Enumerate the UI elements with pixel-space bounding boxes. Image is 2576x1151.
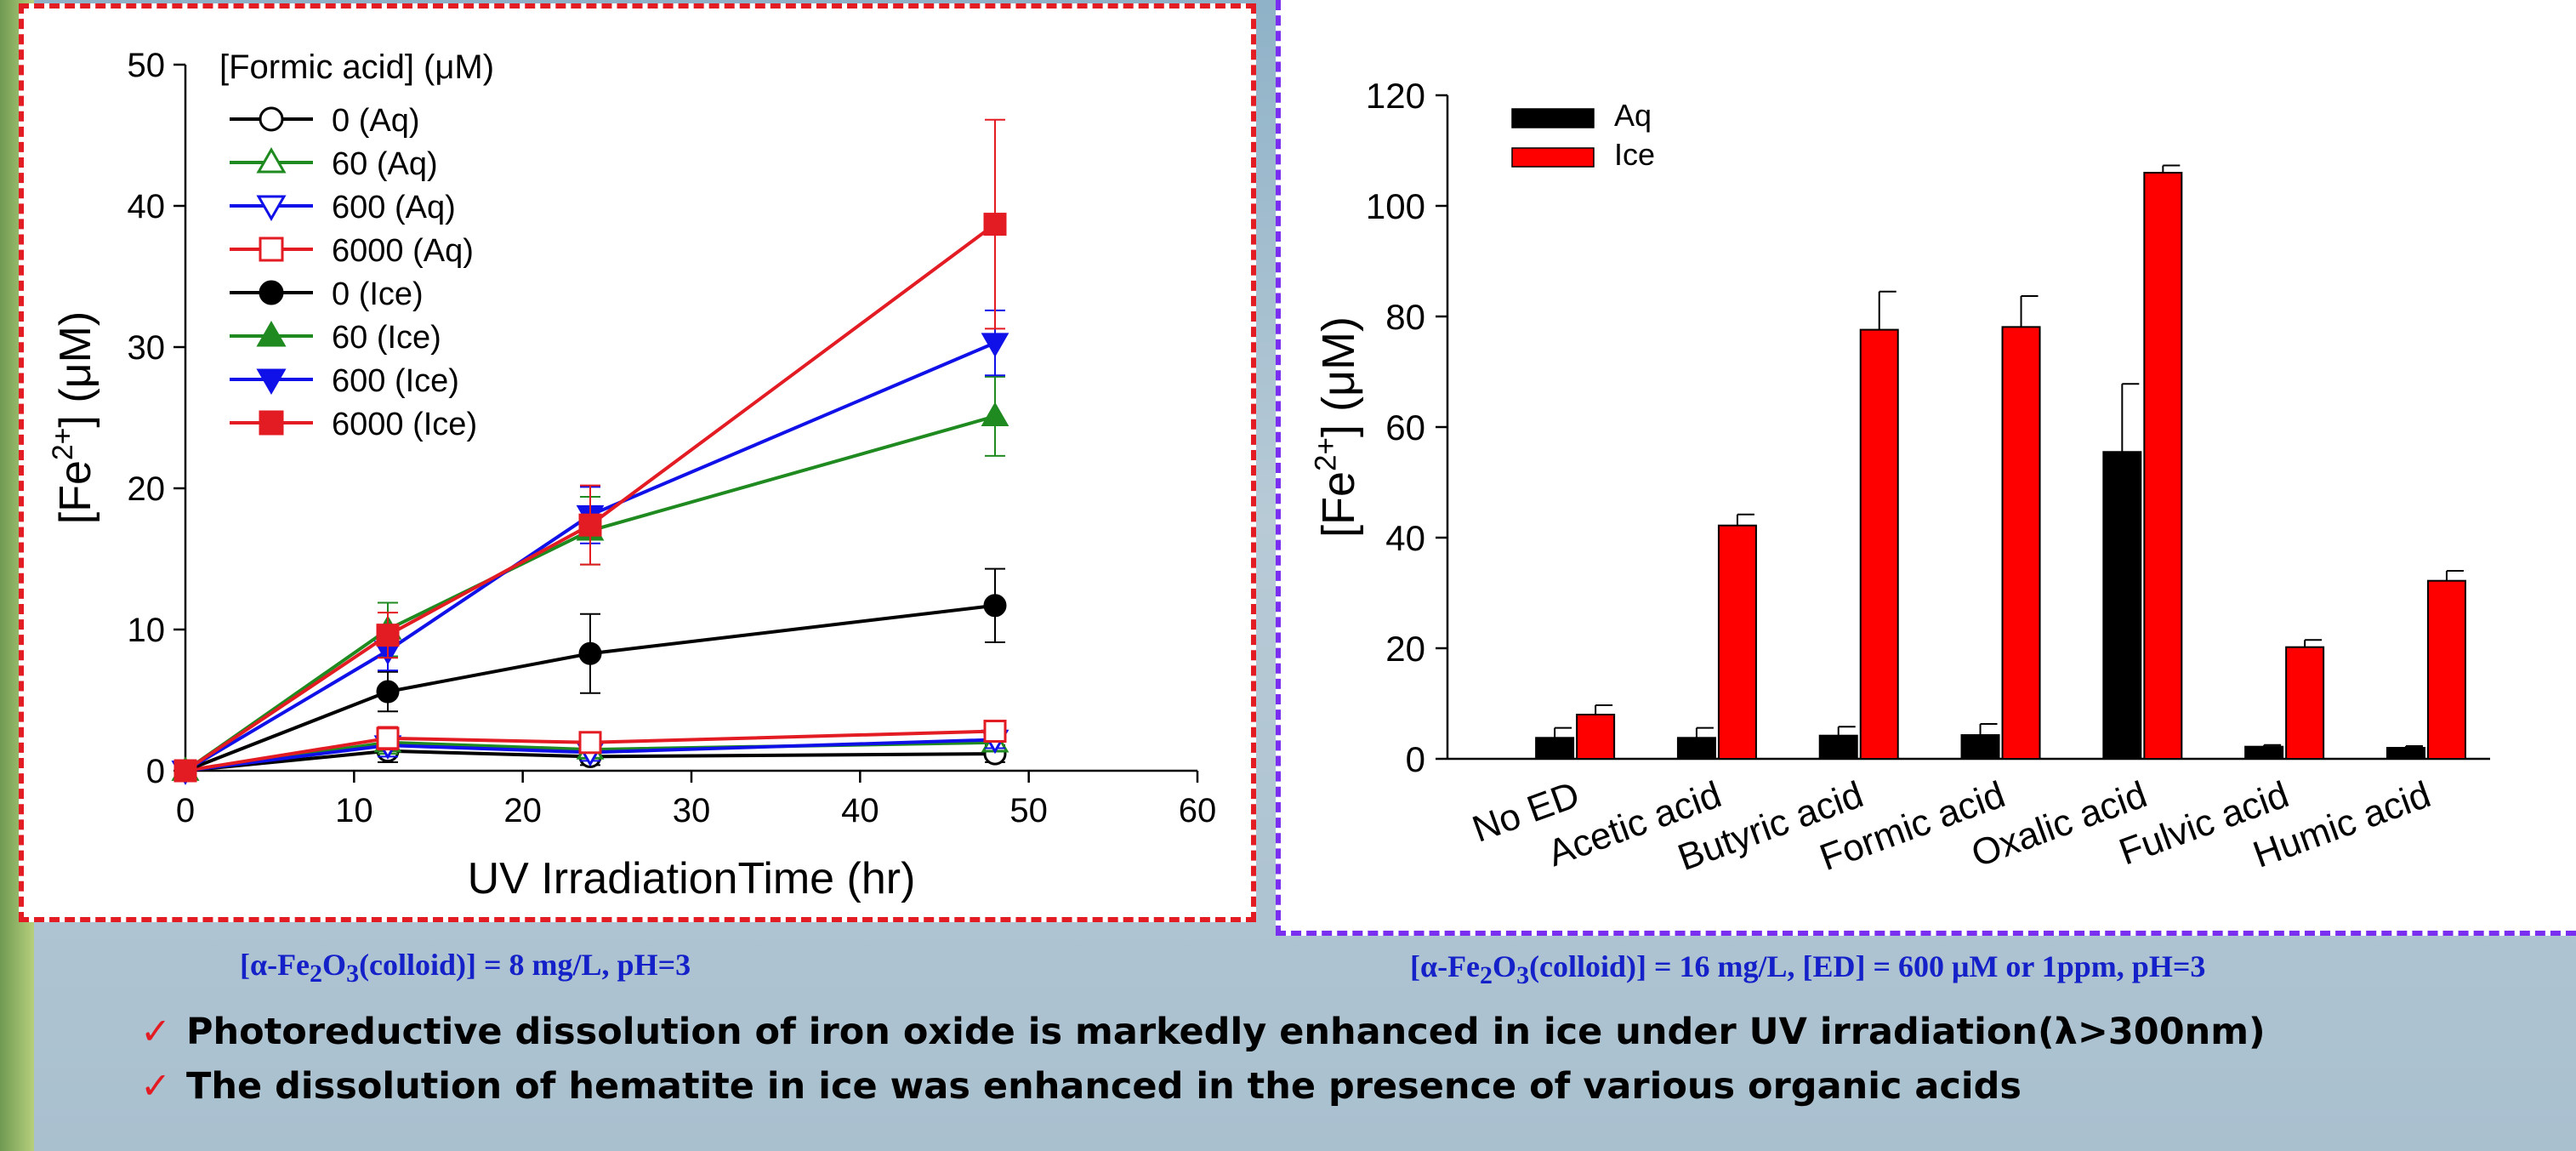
legend-marker — [256, 147, 287, 174]
series-line — [184, 222, 997, 772]
right-caption: [α-Fe2O3(colloid)] = 16 mg/L, [ED] = 600… — [1410, 949, 2206, 990]
legend-marker — [259, 410, 284, 436]
axes: 0 20 40 60 80 100 120 [Fe2+] (μM) — [1309, 76, 2490, 779]
bullet-2: ✓ The dissolution of hematite in ice was … — [140, 1065, 2022, 1108]
x-tick-label: 30 — [673, 792, 711, 829]
legend-label: 600 (Aq) — [332, 190, 456, 225]
data-point — [578, 731, 602, 755]
legend-label: 600 (Ice) — [332, 363, 459, 399]
legend-marker — [256, 368, 287, 395]
bar-ice — [2143, 172, 2183, 760]
series-line — [185, 603, 996, 772]
bar-ice — [2285, 646, 2325, 761]
series-6000-aq- — [173, 720, 1007, 783]
y-tick-label: 20 — [128, 470, 166, 508]
category-humic-acid: Humic acid — [2248, 570, 2466, 876]
data-point — [981, 333, 1009, 357]
bullet-1: ✓ Photoreductive dissolution of iron oxid… — [140, 1011, 2266, 1053]
data-point — [981, 402, 1009, 427]
y-tick-label: 0 — [1406, 739, 1425, 779]
y-tick-label: 40 — [128, 188, 166, 225]
y-axis-label: [Fe2+] (μM) — [47, 311, 100, 525]
data-point — [376, 624, 400, 647]
x-tick-label: 40 — [841, 792, 879, 829]
legend-label: 0 (Ice) — [332, 276, 424, 312]
series-6000-ice- — [173, 118, 1007, 783]
series-60-ice- — [171, 375, 1009, 781]
legend-marker — [259, 236, 284, 262]
bar-aq — [2102, 451, 2142, 760]
data-point — [578, 513, 602, 537]
bar-aq — [2386, 747, 2425, 760]
bar-ice — [1717, 524, 1757, 760]
y-tick-label: 60 — [1385, 407, 1425, 447]
bullet-text: The dissolution of hematite in ice was e… — [186, 1065, 2022, 1108]
bar-aq — [1960, 734, 2000, 760]
bullet-text: Photoreductive dissolution of iron oxide… — [186, 1011, 2266, 1053]
y-axis-label: [Fe2+] (μM) — [1309, 316, 1364, 538]
legend-marker — [256, 321, 287, 347]
legend-label: 60 (Ice) — [332, 320, 441, 356]
series-line — [185, 738, 996, 772]
x-tick-label: 50 — [1009, 792, 1048, 829]
legend-label: Ice — [1614, 137, 1655, 172]
legend-label: 6000 (Ice) — [332, 407, 477, 442]
legend-marker — [256, 195, 287, 221]
bar-ice — [2001, 326, 2041, 760]
bar-aq — [2244, 745, 2284, 761]
data-point — [578, 641, 602, 665]
data-point — [173, 759, 197, 783]
x-axis-label: UV IrradiationTime (hr) — [468, 854, 916, 903]
series-line — [185, 729, 996, 772]
legend-swatch — [1511, 147, 1595, 168]
y-tick-label: 50 — [128, 47, 166, 84]
right-chart-panel: 0 20 40 60 80 100 120 [Fe2+] (μM) No ED Acetic ac… — [1276, 0, 2576, 936]
legend-label: 6000 (Aq) — [332, 233, 474, 269]
left-caption: [α-Fe2O3(colloid)] = 8 mg/L, pH=3 — [240, 948, 691, 989]
category-oxalic-acid: Oxalic acid — [1966, 164, 2183, 875]
y-tick-label: 30 — [128, 329, 166, 367]
data-point — [983, 213, 1007, 236]
series-line — [185, 749, 996, 772]
data-point — [376, 680, 400, 704]
y-tick-label: 80 — [1385, 297, 1425, 337]
y-tick-label: 120 — [1366, 76, 1425, 116]
data-point — [983, 594, 1007, 618]
series-line — [184, 341, 996, 772]
legend-label: 60 (Aq) — [332, 146, 438, 182]
bar-aq — [1535, 737, 1575, 760]
legend-label: Aq — [1614, 98, 1652, 133]
axes: 0 10 20 30 40 50 60 0 10 20 30 40 50 UV IrradiationTi… — [47, 47, 1216, 903]
legend-marker — [259, 280, 284, 305]
line-chart: 0 10 20 30 40 50 60 0 10 20 30 40 50 UV IrradiationTi… — [47, 47, 1216, 903]
data-point — [376, 726, 400, 750]
legend: [Formic acid] (μM) 0 (Aq) 60 (Aq) 600 (Aq) 6… — [219, 48, 494, 442]
legend-swatch — [1511, 108, 1595, 128]
bar-ice — [2426, 579, 2466, 761]
x-tick-label: 0 — [176, 792, 195, 829]
x-tick-label: 20 — [503, 792, 542, 829]
x-tick-label: 10 — [335, 792, 373, 829]
legend-label: 0 (Aq) — [332, 103, 419, 139]
bar-ice — [1859, 328, 1899, 760]
bar-aq — [1818, 734, 1858, 761]
series-line — [184, 414, 996, 772]
y-tick-label: 20 — [1385, 629, 1425, 669]
left-chart-panel: 0 10 20 30 40 50 60 0 10 20 30 40 50 UV IrradiationTi… — [19, 3, 1256, 922]
bar-ice — [1576, 714, 1616, 760]
x-tick-label: 60 — [1179, 792, 1217, 829]
check-icon: ✓ — [140, 1011, 172, 1053]
legend: Aq Ice — [1511, 98, 1655, 172]
legend-title: [Formic acid] (μM) — [219, 48, 494, 86]
y-tick-label: 40 — [1385, 518, 1425, 558]
y-tick-label: 100 — [1366, 186, 1425, 226]
legend-marker — [259, 106, 284, 132]
y-tick-label: 10 — [128, 612, 166, 649]
bar-aq — [1676, 737, 1716, 760]
check-icon: ✓ — [140, 1065, 172, 1108]
y-tick-label: 0 — [146, 753, 165, 790]
data-point — [983, 720, 1007, 744]
